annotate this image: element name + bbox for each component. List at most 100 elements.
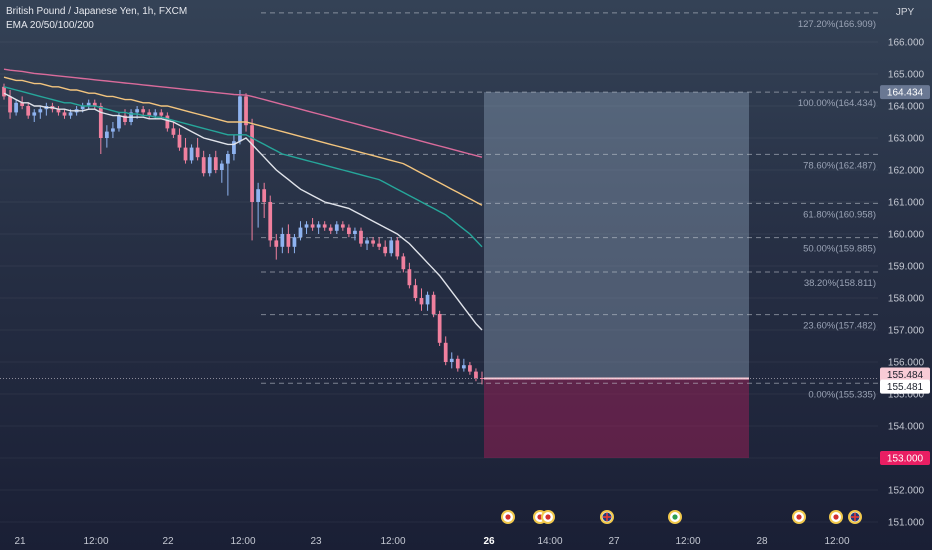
candle-body[interactable] xyxy=(171,128,176,135)
candle-body[interactable] xyxy=(407,269,412,286)
candle-body[interactable] xyxy=(377,243,382,247)
candle-body[interactable] xyxy=(56,109,61,113)
candle-body[interactable] xyxy=(286,234,291,247)
candle-body[interactable] xyxy=(449,358,454,362)
candle-body[interactable] xyxy=(232,141,236,154)
candle-body[interactable] xyxy=(395,240,400,257)
candle-body[interactable] xyxy=(310,224,315,228)
candle-body[interactable] xyxy=(419,298,424,305)
candle-body[interactable] xyxy=(480,378,484,379)
time-tick-label: 14:00 xyxy=(537,536,562,547)
candle-body[interactable] xyxy=(135,109,139,113)
candle-body[interactable] xyxy=(62,112,67,116)
candle-body[interactable] xyxy=(347,227,351,234)
price-tag-bg xyxy=(880,451,930,465)
candle-body[interactable] xyxy=(238,96,242,142)
price-tick-label: 160.000 xyxy=(888,230,925,241)
candle-body[interactable] xyxy=(262,189,267,202)
candle-body[interactable] xyxy=(183,147,188,161)
candle-body[interactable] xyxy=(244,96,248,126)
candle-body[interactable] xyxy=(195,147,200,158)
candle-body[interactable] xyxy=(425,294,430,305)
candle-body[interactable] xyxy=(371,240,375,244)
candle-body[interactable] xyxy=(443,342,448,362)
candle-body[interactable] xyxy=(413,285,418,298)
profit-zone[interactable] xyxy=(484,92,749,379)
candle-body[interactable] xyxy=(389,240,394,254)
candle-body[interactable] xyxy=(86,102,91,106)
candle-body[interactable] xyxy=(322,224,327,228)
candle-body[interactable] xyxy=(165,115,170,129)
ema-line-2[interactable] xyxy=(3,76,483,206)
price-tick-label: 157.000 xyxy=(888,326,925,337)
time-tick-label: 12:00 xyxy=(230,536,255,547)
loss-zone[interactable] xyxy=(484,378,749,458)
candle-body[interactable] xyxy=(80,106,85,110)
candle-body[interactable] xyxy=(304,224,309,228)
candle-body[interactable] xyxy=(14,102,18,113)
candle-body[interactable] xyxy=(123,115,127,122)
candle-body[interactable] xyxy=(401,256,406,270)
candle-body[interactable] xyxy=(383,246,388,254)
candle-body[interactable] xyxy=(268,202,273,241)
candle-body[interactable] xyxy=(298,227,303,238)
candle-body[interactable] xyxy=(189,147,194,161)
ema-line-1[interactable] xyxy=(3,86,483,248)
candle-body[interactable] xyxy=(328,227,333,231)
candle-body[interactable] xyxy=(461,365,466,369)
candle-body[interactable] xyxy=(250,125,254,202)
price-tick-label: 162.000 xyxy=(888,166,925,177)
fib-level-label: 100.00%(164.434) xyxy=(798,98,876,109)
candle-body[interactable] xyxy=(201,157,206,174)
candle-body[interactable] xyxy=(455,358,460,369)
candle-body[interactable] xyxy=(147,112,152,116)
candle-body[interactable] xyxy=(359,230,363,244)
candle-body[interactable] xyxy=(316,224,321,228)
candle-body[interactable] xyxy=(280,234,285,247)
candle-body[interactable] xyxy=(219,163,224,170)
candle-body[interactable] xyxy=(437,314,442,343)
candle-body[interactable] xyxy=(26,106,31,116)
candle-body[interactable] xyxy=(68,112,73,116)
candle-body[interactable] xyxy=(177,134,182,148)
candle-body[interactable] xyxy=(98,106,103,138)
candle-body[interactable] xyxy=(213,157,218,170)
candle-body[interactable] xyxy=(431,294,436,314)
candle-body[interactable] xyxy=(207,157,212,174)
ema-line-3[interactable] xyxy=(3,68,483,158)
time-tick-label: 27 xyxy=(608,536,620,547)
candle-body[interactable] xyxy=(474,371,478,378)
candle-body[interactable] xyxy=(117,115,121,129)
price-tag-bg xyxy=(880,85,930,100)
candle-body[interactable] xyxy=(292,237,297,247)
candle-body[interactable] xyxy=(32,112,37,116)
candle-body[interactable] xyxy=(153,112,158,116)
candle-body[interactable] xyxy=(365,240,369,244)
candle-body[interactable] xyxy=(20,102,25,106)
candle-body[interactable] xyxy=(159,112,164,116)
time-tick-label: 12:00 xyxy=(824,536,849,547)
currency-label: JPY xyxy=(896,7,915,18)
price-tick-label: 165.000 xyxy=(888,70,925,81)
candle-body[interactable] xyxy=(353,230,357,234)
candle-body[interactable] xyxy=(111,128,115,132)
candle-body[interactable] xyxy=(225,154,230,164)
candle-body[interactable] xyxy=(340,224,345,228)
candle-body[interactable] xyxy=(104,131,109,138)
candle-body[interactable] xyxy=(334,224,339,231)
candle-body[interactable] xyxy=(8,96,12,113)
price-tag: 155.481 xyxy=(887,382,924,393)
candle-body[interactable] xyxy=(92,102,97,106)
price-tag: 153.000 xyxy=(887,454,924,465)
candle-body[interactable] xyxy=(141,109,146,113)
candle-body[interactable] xyxy=(38,109,43,113)
event-dot-icon xyxy=(672,514,678,520)
ema-line-0[interactable] xyxy=(3,92,483,331)
candle-body[interactable] xyxy=(256,189,261,202)
time-tick-label: 26 xyxy=(483,536,495,547)
price-axis[interactable] xyxy=(878,0,932,550)
candle-body[interactable] xyxy=(468,365,472,372)
candle-body[interactable] xyxy=(2,86,6,97)
candle-body[interactable] xyxy=(274,240,279,247)
